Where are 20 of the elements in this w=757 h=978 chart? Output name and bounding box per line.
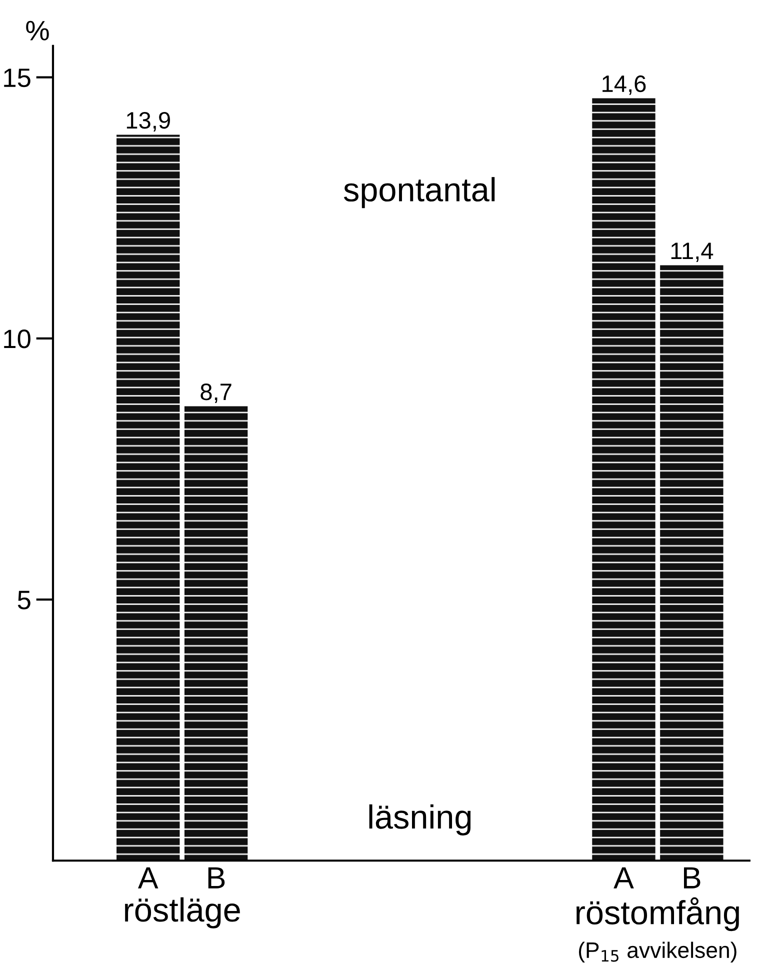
data-label: 14,6	[602, 75, 646, 95]
annotation: spontantal	[344, 177, 495, 208]
data-label: 13,9	[126, 112, 170, 132]
x-tick-label: B	[684, 867, 700, 888]
annotation: läsning	[369, 804, 471, 836]
y-axis-title: %	[26, 20, 49, 40]
x-tick-label: A	[138, 867, 158, 888]
bar	[592, 98, 656, 861]
data-label: 8,7	[200, 384, 232, 404]
text: röstläge	[125, 897, 240, 928]
x-tick-label: B	[208, 867, 225, 888]
text: röstomfång (P$_{15}$ avvikelsen)	[576, 897, 739, 962]
bar	[116, 134, 180, 861]
bar	[184, 406, 248, 861]
bar	[660, 265, 724, 861]
x-tick-label: A	[614, 867, 634, 888]
y-tick-label: 5	[18, 590, 30, 610]
y-tick-label: 10	[4, 330, 30, 348]
data-label: 11,4	[671, 242, 714, 262]
y-tick-label: 15	[4, 68, 30, 88]
